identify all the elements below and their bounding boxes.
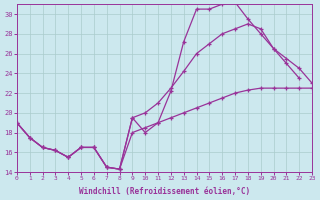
X-axis label: Windchill (Refroidissement éolien,°C): Windchill (Refroidissement éolien,°C) xyxy=(79,187,250,196)
